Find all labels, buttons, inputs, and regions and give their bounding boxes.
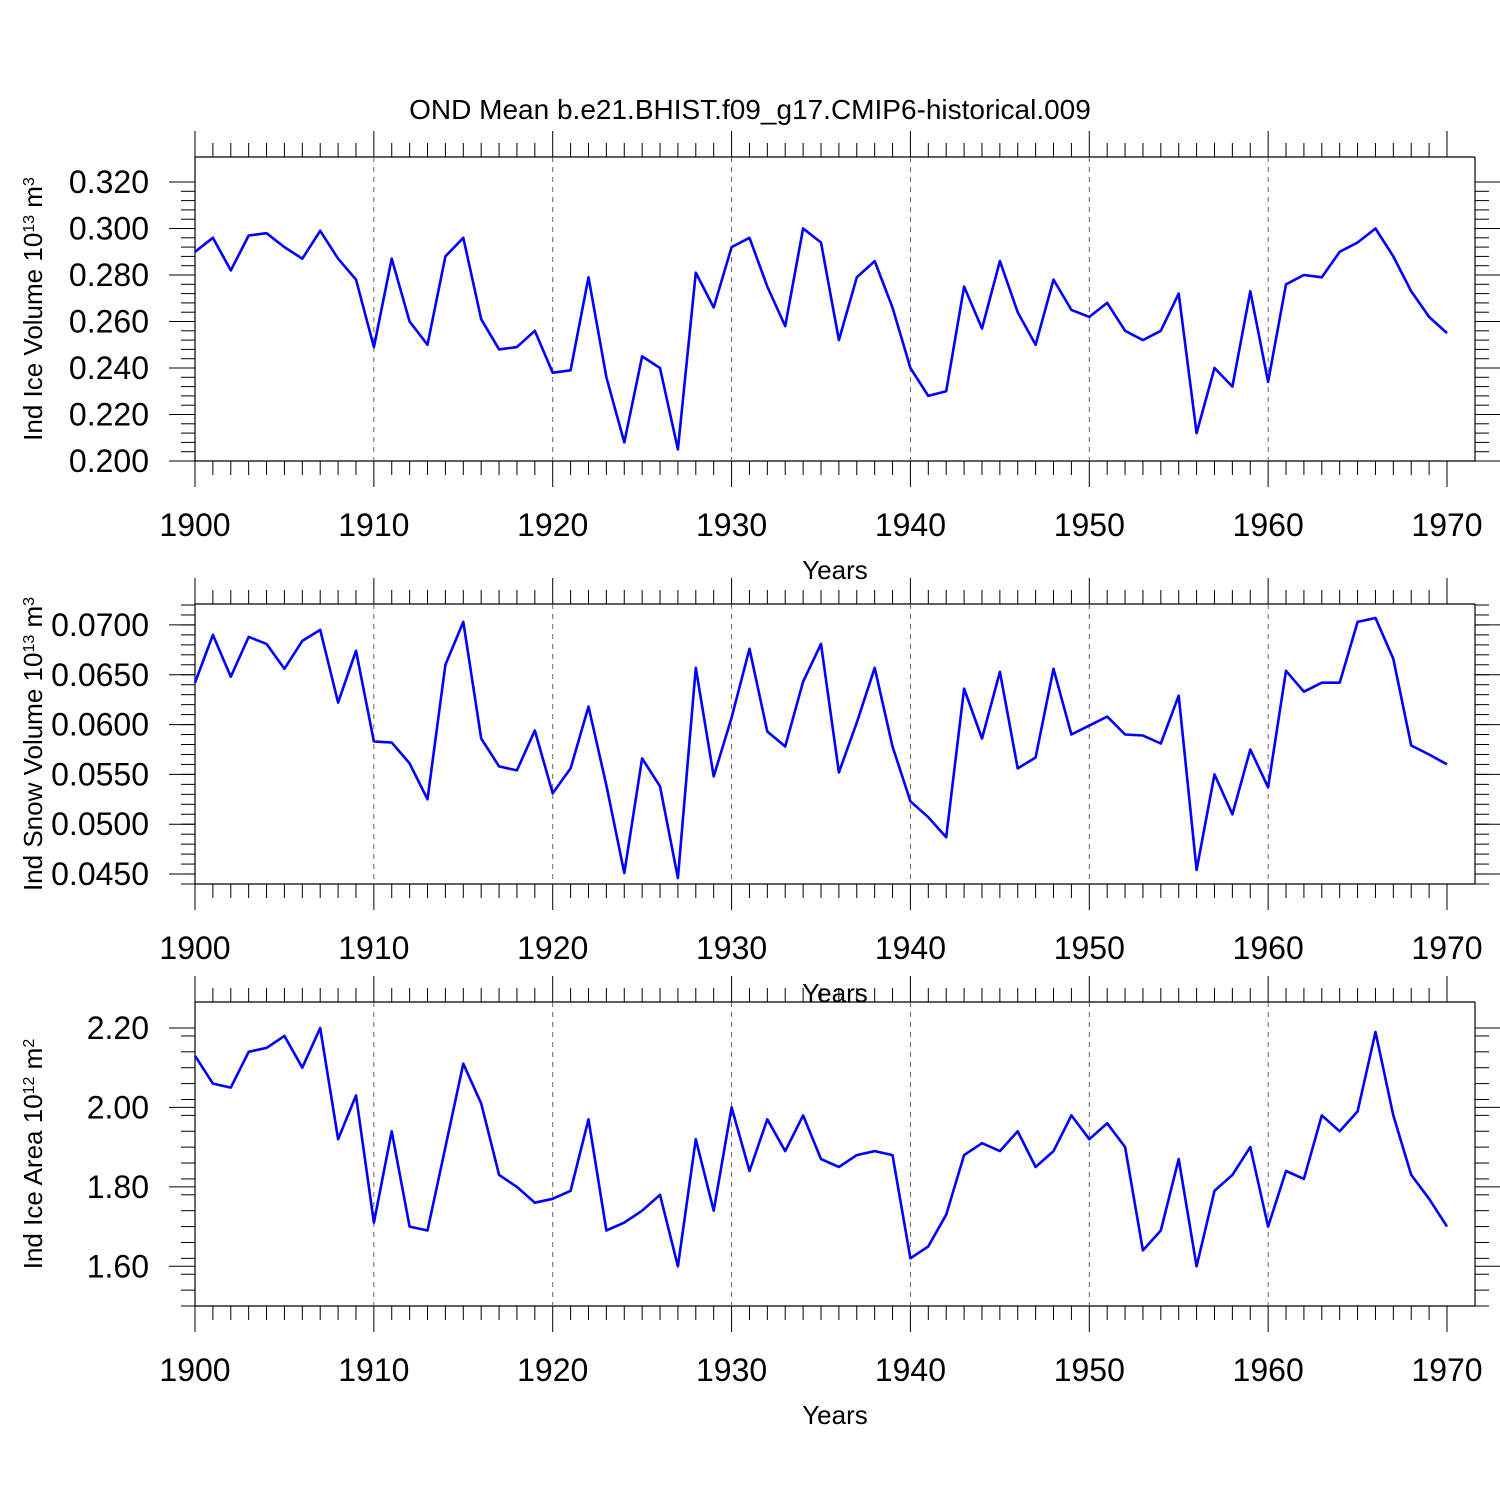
x-tick-label: 1940 — [875, 507, 946, 543]
y-tick-label: 0.0450 — [51, 856, 149, 892]
y-tick-label: 0.220 — [69, 397, 149, 433]
y-tick-label: 1.80 — [87, 1169, 149, 1205]
x-tick-label: 1930 — [696, 1352, 767, 1388]
panel-1: 1900 1910 1920 1930 1940 1950 1960 1970 0.200 0.2… — [18, 131, 1500, 585]
y-tick-label: 0.0500 — [51, 806, 149, 842]
y-tick-label: 0.300 — [69, 211, 149, 247]
x-tick-label: 1970 — [1411, 507, 1482, 543]
y-tick-label: 0.320 — [69, 164, 149, 200]
series-line — [194, 227, 1448, 451]
x-axis-label: Years — [802, 555, 868, 585]
series-line — [193, 1026, 1449, 1268]
x-tick-label: 1900 — [159, 507, 230, 543]
y-tick-label: 0.0600 — [51, 707, 149, 743]
x-tick-label: 1960 — [1233, 930, 1304, 966]
x-tick-label: 1970 — [1411, 1352, 1482, 1388]
x-tick-label: 1920 — [517, 1352, 588, 1388]
y-axis-label: Ind Snow Volume 1013 m3 — [18, 597, 48, 891]
y-tick-label: 0.200 — [69, 443, 149, 479]
x-tick-label: 1970 — [1411, 930, 1482, 966]
series-line — [193, 616, 1448, 880]
x-tick-label: 1910 — [338, 507, 409, 543]
y-tick-label: 0.240 — [69, 350, 149, 386]
x-tick-label: 1910 — [338, 930, 409, 966]
x-tick-label: 1940 — [875, 1352, 946, 1388]
x-tick-label: 1930 — [696, 930, 767, 966]
x-axis-label: Years — [802, 1400, 868, 1430]
panel-3: 1900 1910 1920 1930 1940 1950 1960 1970 1.60 1.80… — [18, 976, 1500, 1430]
x-tick-label: 1960 — [1233, 1352, 1304, 1388]
y-tick-label: 1.60 — [87, 1248, 149, 1284]
x-tick-label: 1950 — [1054, 1352, 1125, 1388]
x-tick-label: 1950 — [1054, 507, 1125, 543]
y-tick-label: 2.00 — [87, 1089, 149, 1125]
y-tick-label: 2.20 — [87, 1010, 149, 1046]
x-tick-label: 1910 — [338, 1352, 409, 1388]
y-tick-label: 0.260 — [69, 304, 149, 340]
panel-2: 1900 1910 1920 1930 1940 1950 1960 1970 0.0450 0.… — [18, 578, 1500, 1008]
panels-group: 1900 1910 1920 1930 1940 1950 1960 1970 0.200 0.2… — [18, 131, 1500, 1430]
y-tick-label: 0.0700 — [51, 607, 149, 643]
y-tick-label: 0.0550 — [51, 756, 149, 792]
x-tick-label: 1940 — [875, 930, 946, 966]
x-tick-label: 1900 — [159, 930, 230, 966]
x-tick-label: 1930 — [696, 507, 767, 543]
x-tick-label: 1950 — [1054, 930, 1125, 966]
y-tick-label: 0.0650 — [51, 657, 149, 693]
y-axis-label: Ind Ice Area 1012 m2 — [18, 1039, 48, 1270]
figure-title: OND Mean b.e21.BHIST.f09_g17.CMIP6-histo… — [409, 94, 1091, 125]
x-tick-label: 1920 — [517, 930, 588, 966]
x-axis-label: Years — [802, 978, 868, 1008]
x-tick-label: 1960 — [1233, 507, 1304, 543]
y-tick-label: 0.280 — [69, 257, 149, 293]
x-tick-label: 1920 — [517, 507, 588, 543]
x-tick-label: 1900 — [159, 1352, 230, 1388]
y-axis-label: Ind Ice Volume 1013 m3 — [18, 177, 48, 441]
